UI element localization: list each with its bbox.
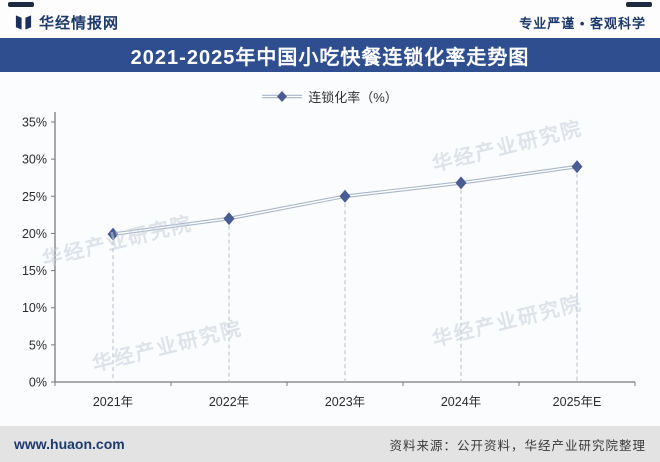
x-axis-label: 2022年 bbox=[209, 395, 249, 409]
corner-mark-right bbox=[626, 2, 652, 7]
x-axis-label: 2024年 bbox=[441, 395, 481, 409]
footer-bar: www.huaon.com 资料来源：公开资料，华经产业研究院整理 bbox=[0, 426, 660, 462]
x-axis-label: 2023年 bbox=[325, 395, 365, 409]
x-axis-label: 2021年 bbox=[93, 395, 133, 409]
x-axis-label: 2025年E bbox=[553, 395, 602, 409]
data-point-2022年 bbox=[223, 212, 235, 226]
corner-mark-left bbox=[8, 2, 34, 7]
huajing-logo-icon bbox=[14, 14, 33, 31]
y-axis-tick-label: 20% bbox=[22, 227, 47, 241]
chart-legend: 连锁化率（%） bbox=[0, 86, 660, 106]
legend-marker-icon bbox=[262, 90, 303, 102]
legend-marker-shapes bbox=[262, 90, 303, 102]
y-axis-tick-label: 15% bbox=[22, 264, 47, 278]
chart-area: 0% 5% 10% 15% 20% 25% 30% 35% 2021年 2022年 2023年 202… bbox=[0, 72, 660, 426]
y-axis-tick-label: 0% bbox=[29, 376, 47, 390]
y-axis-tick-label: 10% bbox=[22, 301, 47, 315]
legend-diamond-icon bbox=[277, 90, 288, 102]
brand-name: 华经情报网 bbox=[39, 14, 120, 32]
y-axis-tick-label: 35% bbox=[22, 116, 47, 130]
y-axis-tick-label: 5% bbox=[29, 338, 47, 352]
y-axis-tick-label: 30% bbox=[22, 153, 47, 167]
website-link[interactable]: www.huaon.com bbox=[14, 436, 125, 452]
data-source-note: 资料来源：公开资料，华经产业研究院整理 bbox=[389, 438, 646, 453]
page-title: 2021-2025年中国小吃快餐连锁化率走势图 bbox=[130, 47, 530, 69]
y-axis-tick-label: 25% bbox=[22, 190, 47, 204]
header-slogan: 专业严谨 • 客观科学 bbox=[519, 15, 646, 31]
data-point-2023年 bbox=[339, 189, 351, 203]
brand: 华经情报网 bbox=[14, 12, 119, 33]
chart-svg: 0% 5% 10% 15% 20% 25% 30% 35% 2021年 2022年 2023年 202… bbox=[22, 112, 636, 409]
title-bar: 2021-2025年中国小吃快餐连锁化率走势图 bbox=[0, 38, 660, 73]
data-point-2025年E bbox=[571, 160, 583, 174]
legend-label: 连锁化率（%） bbox=[308, 89, 398, 105]
header-bar: 华经情报网 专业严谨 • 客观科学 bbox=[0, 6, 660, 38]
data-point-2024年 bbox=[455, 176, 467, 190]
data-point-2021年 bbox=[107, 227, 119, 241]
